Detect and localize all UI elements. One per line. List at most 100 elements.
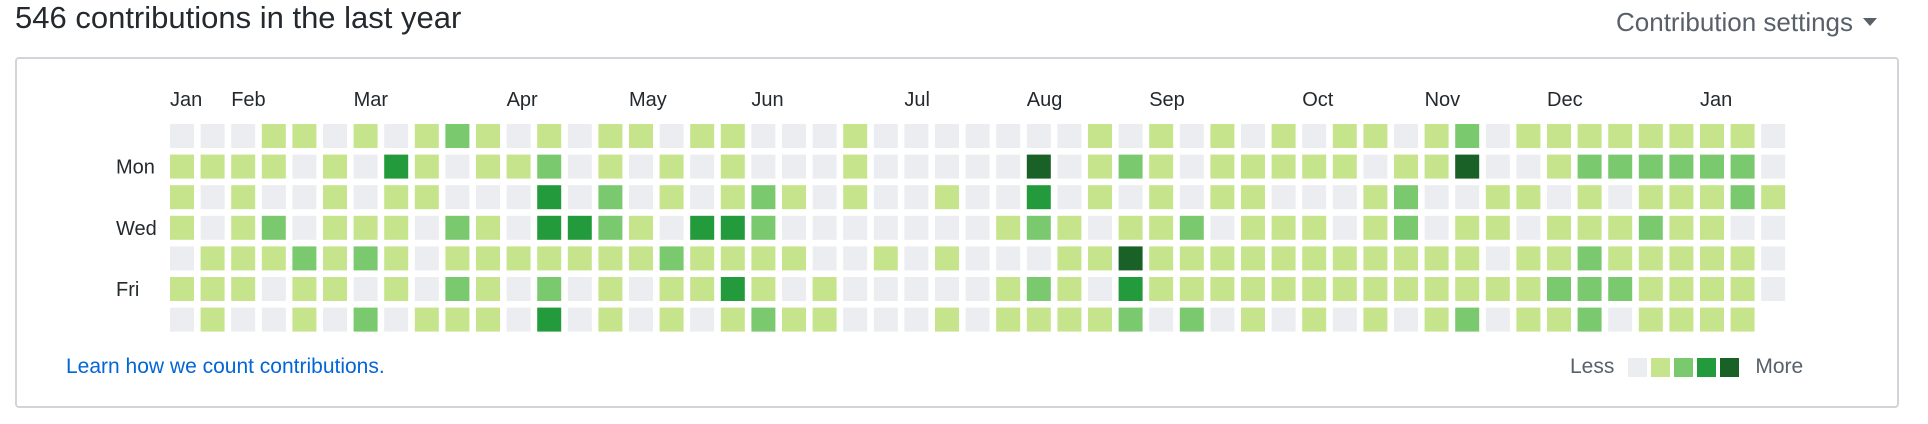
contribution-day[interactable] xyxy=(873,215,898,240)
contribution-day[interactable] xyxy=(353,277,378,301)
contribution-day[interactable] xyxy=(445,215,470,240)
contribution-day[interactable] xyxy=(292,185,317,210)
contribution-day[interactable] xyxy=(1026,124,1051,148)
contribution-day[interactable] xyxy=(1700,124,1724,148)
contribution-day[interactable] xyxy=(1149,277,1174,301)
contribution-day[interactable] xyxy=(1088,124,1112,148)
contribution-day[interactable] xyxy=(935,307,959,332)
contribution-day[interactable] xyxy=(1424,246,1449,271)
contribution-day[interactable] xyxy=(323,215,347,240)
contribution-day[interactable] xyxy=(812,215,837,240)
contribution-day[interactable] xyxy=(292,307,317,332)
contribution-day[interactable] xyxy=(476,307,500,332)
contribution-day[interactable] xyxy=(1363,246,1388,271)
contribution-day[interactable] xyxy=(690,154,715,179)
contribution-day[interactable] xyxy=(1210,307,1235,332)
contribution-day[interactable] xyxy=(659,154,684,179)
contribution-day[interactable] xyxy=(170,154,194,179)
contribution-day[interactable] xyxy=(996,185,1021,210)
contribution-day[interactable] xyxy=(200,277,225,301)
contribution-day[interactable] xyxy=(904,307,929,332)
contribution-day[interactable] xyxy=(1608,154,1633,179)
contribution-day[interactable] xyxy=(200,307,225,332)
contribution-day[interactable] xyxy=(1547,154,1571,179)
contribution-day[interactable] xyxy=(965,154,990,179)
contribution-day[interactable] xyxy=(1057,124,1082,148)
contribution-day[interactable] xyxy=(323,246,347,271)
contribution-day[interactable] xyxy=(873,124,898,148)
contribution-day[interactable] xyxy=(1394,185,1418,210)
contribution-day[interactable] xyxy=(904,185,929,210)
contribution-day[interactable] xyxy=(1577,307,1602,332)
contribution-day[interactable] xyxy=(629,307,653,332)
contribution-day[interactable] xyxy=(1210,124,1235,148)
contribution-day[interactable] xyxy=(231,124,256,148)
contribution-day[interactable] xyxy=(1638,185,1663,210)
contribution-day[interactable] xyxy=(935,154,959,179)
contribution-day[interactable] xyxy=(567,215,592,240)
contribution-day[interactable] xyxy=(1271,185,1296,210)
contribution-day[interactable] xyxy=(1547,307,1571,332)
contribution-day[interactable] xyxy=(1608,215,1633,240)
contribution-day[interactable] xyxy=(1394,307,1418,332)
contribution-day[interactable] xyxy=(476,246,500,271)
contribution-day[interactable] xyxy=(965,246,990,271)
contribution-day[interactable] xyxy=(1485,277,1510,301)
contribution-day[interactable] xyxy=(1700,277,1724,301)
contribution-day[interactable] xyxy=(1730,124,1755,148)
contribution-day[interactable] xyxy=(1669,154,1694,179)
contribution-day[interactable] xyxy=(1547,124,1571,148)
contribution-day[interactable] xyxy=(231,154,256,179)
contribution-day[interactable] xyxy=(873,246,898,271)
contribution-day[interactable] xyxy=(1761,277,1786,301)
contribution-day[interactable] xyxy=(1608,307,1633,332)
contribution-day[interactable] xyxy=(1118,246,1143,271)
contribution-day[interactable] xyxy=(261,185,286,210)
contribution-day[interactable] xyxy=(353,154,378,179)
contribution-day[interactable] xyxy=(1088,185,1112,210)
contribution-day[interactable] xyxy=(996,277,1021,301)
contribution-day[interactable] xyxy=(1302,154,1327,179)
contribution-day[interactable] xyxy=(1516,307,1541,332)
contribution-day[interactable] xyxy=(537,185,562,210)
contribution-day[interactable] xyxy=(629,277,653,301)
contribution-day[interactable] xyxy=(445,154,470,179)
contribution-day[interactable] xyxy=(1149,307,1174,332)
contribution-day[interactable] xyxy=(1700,154,1724,179)
contribution-day[interactable] xyxy=(720,215,745,240)
contribution-day[interactable] xyxy=(1394,154,1418,179)
contribution-day[interactable] xyxy=(782,215,806,240)
contribution-day[interactable] xyxy=(353,215,378,240)
contribution-day[interactable] xyxy=(782,154,806,179)
contribution-day[interactable] xyxy=(1241,246,1265,271)
contribution-day[interactable] xyxy=(1700,246,1724,271)
contribution-day[interactable] xyxy=(1730,246,1755,271)
contribution-day[interactable] xyxy=(1363,154,1388,179)
contribution-day[interactable] xyxy=(1761,185,1786,210)
contribution-day[interactable] xyxy=(1271,246,1296,271)
contribution-day[interactable] xyxy=(843,185,868,210)
contribution-day[interactable] xyxy=(476,154,500,179)
contribution-day[interactable] xyxy=(1730,307,1755,332)
contribution-day[interactable] xyxy=(935,185,959,210)
contribution-day[interactable] xyxy=(843,307,868,332)
contribution-day[interactable] xyxy=(1485,185,1510,210)
contribution-day[interactable] xyxy=(1057,307,1082,332)
contribution-day[interactable] xyxy=(659,277,684,301)
contribution-day[interactable] xyxy=(843,124,868,148)
contribution-day[interactable] xyxy=(1455,124,1480,148)
contribution-day[interactable] xyxy=(1638,124,1663,148)
contribution-day[interactable] xyxy=(1332,215,1357,240)
contribution-day[interactable] xyxy=(1088,246,1112,271)
contribution-day[interactable] xyxy=(1149,185,1174,210)
contribution-day[interactable] xyxy=(323,154,347,179)
contribution-day[interactable] xyxy=(1761,215,1786,240)
contribution-day[interactable] xyxy=(567,307,592,332)
contribution-day[interactable] xyxy=(1363,307,1388,332)
contribution-day[interactable] xyxy=(1302,215,1327,240)
contribution-day[interactable] xyxy=(414,246,439,271)
contribution-day[interactable] xyxy=(1332,307,1357,332)
contribution-day[interactable] xyxy=(323,185,347,210)
contribution-day[interactable] xyxy=(659,246,684,271)
contribution-day[interactable] xyxy=(1057,185,1082,210)
